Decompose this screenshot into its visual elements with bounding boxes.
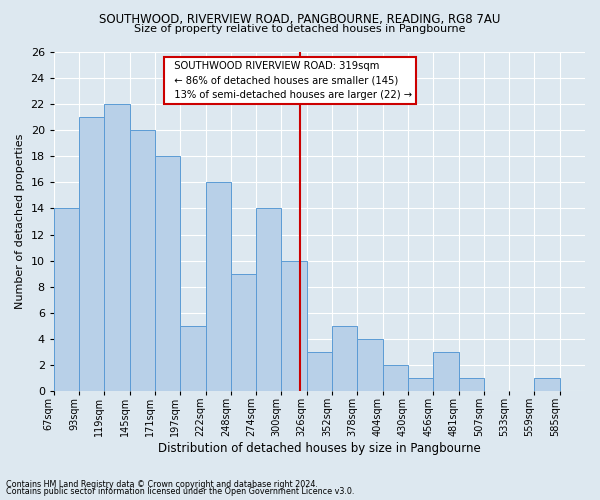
Text: Contains HM Land Registry data © Crown copyright and database right 2024.: Contains HM Land Registry data © Crown c… (6, 480, 318, 489)
Bar (256, 208, 281, 392)
Y-axis label: Number of detached properties: Number of detached properties (15, 134, 25, 309)
Text: SOUTHWOOD, RIVERVIEW ROAD, PANGBOURNE, READING, RG8 7AU: SOUTHWOOD, RIVERVIEW ROAD, PANGBOURNE, R… (100, 12, 500, 26)
Bar (408, 378, 433, 392)
Bar (307, 352, 332, 392)
Bar (130, 130, 155, 392)
Bar (206, 182, 231, 392)
Bar (231, 274, 256, 392)
Text: Size of property relative to detached houses in Pangbourne: Size of property relative to detached ho… (134, 24, 466, 34)
Text: SOUTHWOOD RIVERVIEW ROAD: 319sqm
  ← 86% of detached houses are smaller (145)
  : SOUTHWOOD RIVERVIEW ROAD: 319sqm ← 86% o… (167, 60, 412, 100)
Bar (383, 365, 408, 392)
Bar (181, 326, 206, 392)
Bar (155, 156, 181, 392)
Bar (54, 208, 79, 392)
Bar (535, 378, 560, 392)
Bar (79, 117, 104, 392)
Bar (433, 352, 458, 392)
X-axis label: Distribution of detached houses by size in Pangbourne: Distribution of detached houses by size … (158, 442, 481, 455)
Bar (281, 260, 307, 392)
Bar (332, 326, 358, 392)
Bar (104, 104, 130, 392)
Text: Contains public sector information licensed under the Open Government Licence v3: Contains public sector information licen… (6, 487, 355, 496)
Bar (358, 339, 383, 392)
Bar (458, 378, 484, 392)
